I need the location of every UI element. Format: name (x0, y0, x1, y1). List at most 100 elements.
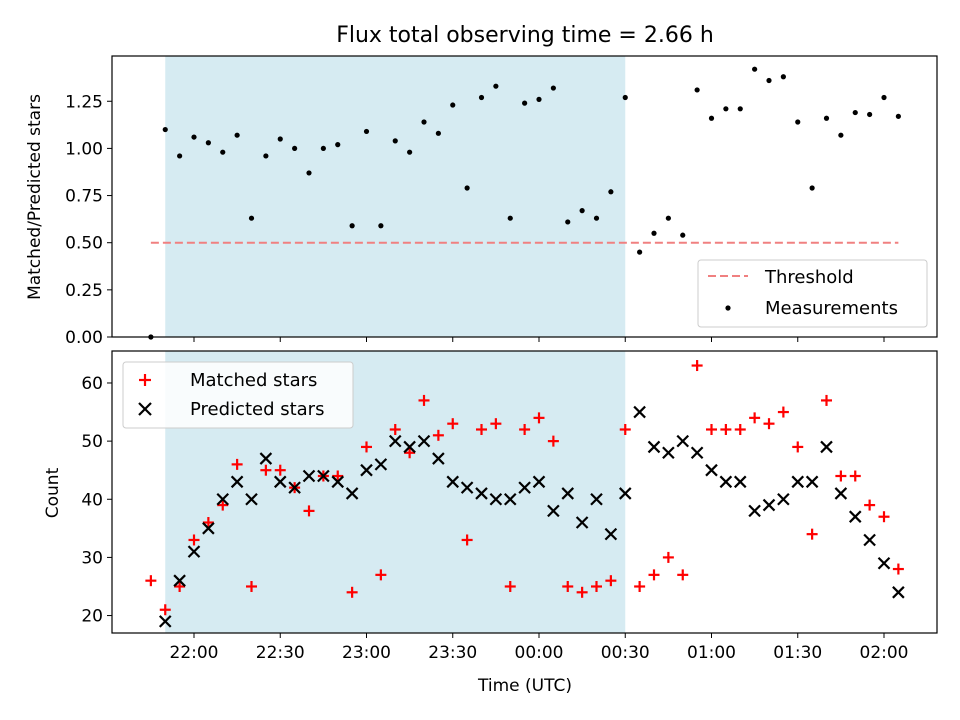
predicted-star-point (647, 440, 661, 454)
measurement-point (378, 223, 384, 229)
matched-star-point (159, 604, 171, 616)
predicted-star-point (547, 504, 560, 518)
measurement-point (421, 119, 427, 125)
bottom-axes-frame (111, 350, 938, 634)
measurement-point (579, 208, 585, 214)
matched-star-point (634, 580, 646, 592)
matched-star-point (892, 563, 904, 575)
measurement-point (737, 106, 743, 112)
bottom-legend-box (122, 361, 354, 429)
predicted-star-point (446, 475, 460, 489)
predicted-star-point (331, 475, 345, 489)
matched-star-point (792, 441, 804, 453)
measurement-point (651, 230, 657, 236)
y-tick-label: 0.75 (65, 187, 103, 207)
measurement-point (665, 215, 671, 221)
measurement-point (622, 94, 628, 101)
x-tick-label: 22:30 (256, 643, 305, 663)
predicted-star-point (475, 487, 488, 500)
predicted-star-point (575, 516, 589, 529)
predicted-star-point (345, 487, 359, 500)
predicted-star-point (403, 440, 416, 454)
matched-star-point (691, 360, 703, 372)
measurement-point (708, 115, 715, 121)
top-y-ticks: 0.00 0.25 0.50 0.75 1.00 1.25 (65, 92, 112, 348)
matched-star-point (706, 423, 717, 435)
predicted-star-point (877, 556, 891, 570)
measurement-point (867, 111, 873, 118)
predicted-star-point (273, 475, 287, 489)
bottom-y-axis-label: Count (43, 467, 63, 518)
measurement-point (263, 153, 269, 159)
matched-star-point (361, 441, 372, 453)
measurements-legend-swatch (725, 305, 731, 311)
predicted-star-point (388, 434, 402, 448)
predicted-star-point (733, 475, 747, 489)
matched-star-point (246, 580, 257, 592)
measurement-point (292, 145, 298, 152)
measurement-point (220, 149, 226, 155)
y-tick-label: 40 (81, 490, 103, 510)
measurements-legend-label: Measurements (765, 298, 898, 319)
matched-star-point (821, 394, 832, 406)
matched-star-point (174, 580, 186, 592)
matched-star-point (217, 499, 229, 511)
predicted-star-point (187, 545, 201, 558)
measurement-point (752, 66, 758, 72)
predicted-star-point (561, 487, 575, 500)
predicted-star-point (618, 487, 632, 500)
predicted-star-point (705, 463, 718, 477)
predicted-star-point (690, 446, 704, 460)
predicted-star-point (805, 475, 819, 489)
measurement-point (694, 87, 700, 93)
predicted-star-point (777, 492, 790, 506)
predicted-star-point (173, 574, 186, 587)
top-legend-box (697, 259, 928, 328)
measurement-point (234, 132, 240, 138)
measurements-series (148, 66, 901, 340)
matched-legend-label: Matched stars (190, 370, 317, 391)
matched-star-point (404, 447, 416, 459)
top-axes-frame (111, 55, 938, 338)
measurement-point (248, 215, 255, 221)
predicted-star-point (432, 452, 445, 465)
matched-star-point (547, 435, 559, 447)
measurement-point (766, 77, 772, 84)
top-panel: 0.00 0.25 0.50 0.75 1.00 1.25 Matched/Predict… (25, 55, 938, 348)
measurement-point (809, 185, 815, 191)
matched-star-point (849, 470, 861, 482)
measurement-point (277, 136, 283, 142)
predicted-star-point (417, 434, 431, 448)
x-tick-label: 02:00 (860, 643, 909, 663)
measurement-point (407, 149, 413, 155)
predicted-star-point (791, 475, 805, 489)
measurement-point (335, 142, 341, 148)
top-shaded-region (165, 56, 626, 337)
measurement-point (823, 115, 830, 121)
predicted-star-point (676, 434, 690, 448)
top-y-axis-label: Matched/Predicted stars (25, 94, 45, 300)
matched-legend-swatch (139, 374, 151, 386)
matched-star-point (461, 534, 473, 546)
matched-star-point (648, 569, 660, 581)
measurement-point (795, 119, 801, 125)
bottom-y-ticks: 20 30 40 50 60 (81, 374, 112, 627)
predicted-star-point (848, 510, 862, 523)
top-x-ticks (193, 337, 885, 342)
measurement-point (450, 102, 456, 108)
matched-star-point (576, 586, 588, 598)
predicted-star-point (662, 446, 675, 460)
predicted-star-point (202, 522, 215, 535)
matched-star-point (519, 423, 531, 435)
predicted-star-point (158, 615, 172, 628)
measurement-point (392, 138, 398, 144)
measurement-point (507, 215, 513, 221)
matched-star-point (504, 580, 516, 592)
measurement-point (895, 113, 901, 119)
matched-star-point (432, 429, 444, 441)
matched-star-point (332, 470, 344, 482)
measurement-point (363, 128, 370, 135)
predicted-star-point (834, 487, 848, 500)
matched-star-point (562, 580, 574, 592)
